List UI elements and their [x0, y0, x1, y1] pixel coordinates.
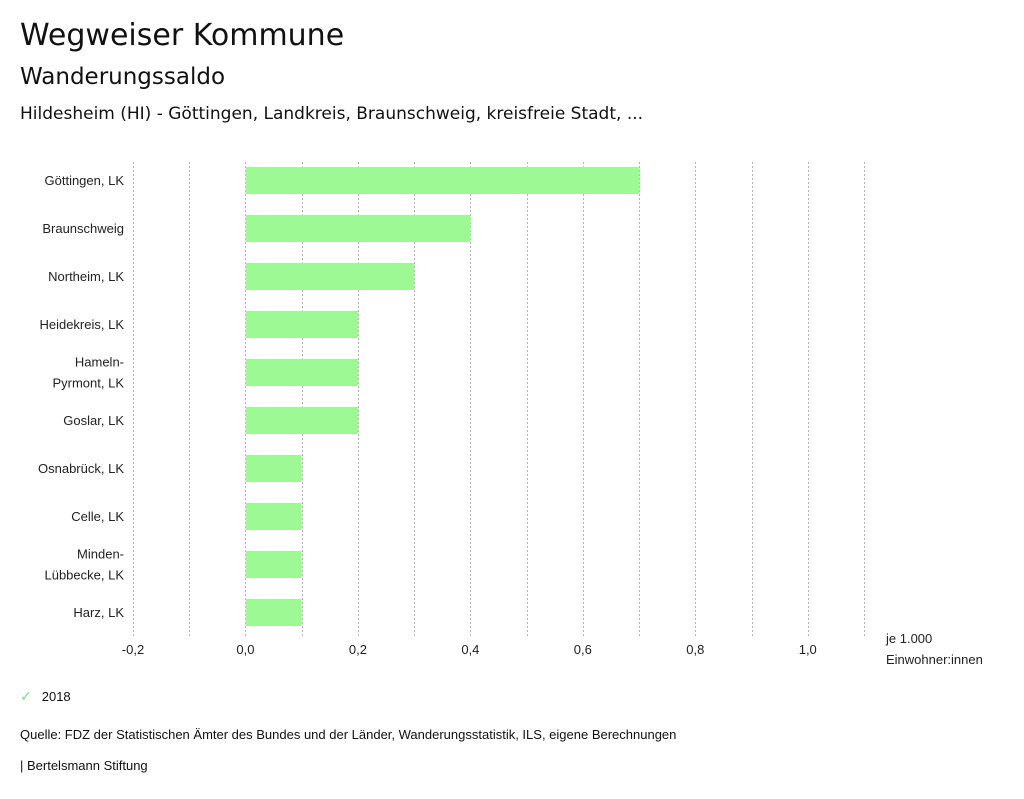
x-axis-label: Einwohner:innen	[886, 652, 983, 667]
tick-label: 0,4	[461, 642, 479, 657]
category-label: Heidekreis, LK	[39, 317, 124, 332]
category-labels: Göttingen, LK Braunschweig Northeim, LK Hei…	[38, 173, 124, 620]
gridlines	[133, 162, 865, 636]
tick-label: 0,2	[349, 642, 367, 657]
tick-label: -0,2	[122, 642, 144, 657]
legend-item-2018[interactable]: ✓ 2018	[20, 688, 71, 705]
category-label: Lübbecke, LK	[44, 568, 124, 583]
bar	[245, 599, 302, 626]
category-label: Göttingen, LK	[45, 173, 125, 188]
bar	[245, 407, 358, 434]
bar-chart: Göttingen, LK Braunschweig Northeim, LK Hei…	[38, 162, 983, 667]
region-selection: Hildesheim (HI) - Göttingen, Landkreis, …	[20, 104, 644, 124]
bar	[245, 503, 302, 530]
tick-label: 0,8	[686, 642, 704, 657]
tick-label: 0,6	[574, 642, 592, 657]
x-axis-label: je 1.000	[885, 631, 932, 646]
category-label: Osnabrück, LK	[38, 461, 124, 476]
bar	[245, 263, 415, 290]
category-label: Celle, LK	[71, 509, 124, 524]
bar	[245, 311, 358, 338]
category-label: Hameln-	[75, 355, 124, 370]
bar	[245, 215, 471, 242]
bar	[245, 359, 358, 386]
source-note: Quelle: FDZ der Statistischen Ämter des …	[20, 727, 677, 742]
category-label: Harz, LK	[73, 605, 124, 620]
category-label: Braunschweig	[42, 221, 124, 236]
category-label: Pyrmont, LK	[52, 376, 124, 391]
x-axis-unit-label: je 1.000 Einwohner:innen	[885, 631, 983, 667]
legend-label: 2018	[41, 689, 71, 704]
check-icon: ✓	[20, 688, 32, 704]
credit-note: | Bertelsmann Stiftung	[20, 758, 148, 773]
x-axis-tick-labels: -0,2 0,0 0,2 0,4 0,6 0,8 1,0	[122, 642, 817, 657]
category-label: Goslar, LK	[63, 413, 124, 428]
bar	[245, 167, 640, 194]
bars	[245, 167, 640, 626]
page-title: Wegweiser Kommune	[20, 18, 345, 53]
bar	[245, 455, 302, 482]
bar	[245, 551, 302, 578]
chart-subtitle: Wanderungssaldo	[20, 64, 226, 90]
tick-label: 1,0	[799, 642, 817, 657]
category-label: Minden-	[77, 547, 124, 562]
tick-label: 0,0	[236, 642, 254, 657]
category-label: Northeim, LK	[48, 269, 124, 284]
